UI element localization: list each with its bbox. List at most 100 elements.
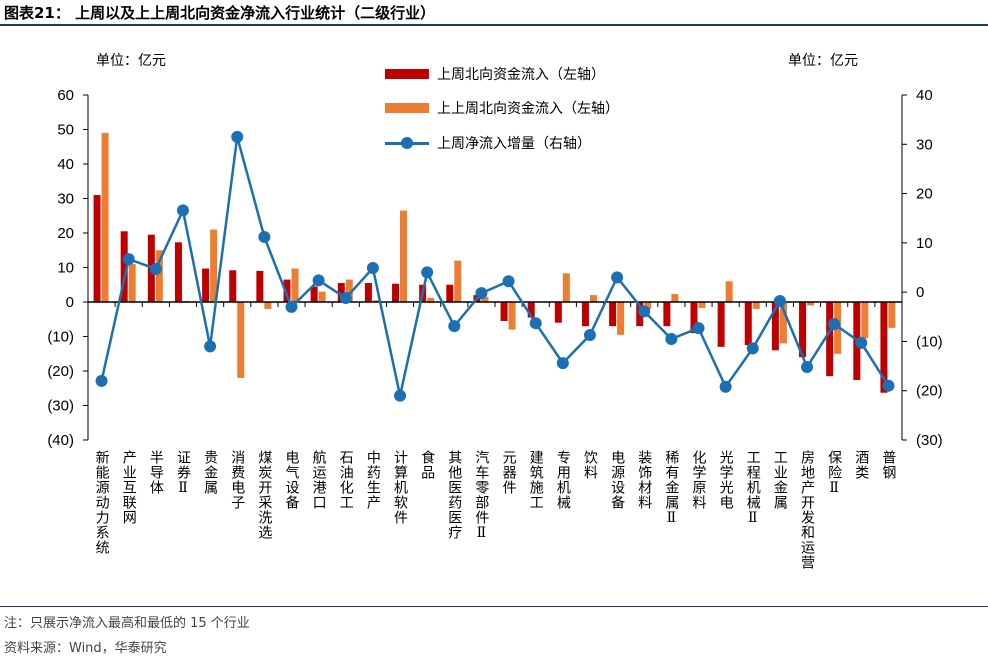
footer-divider bbox=[0, 606, 988, 607]
bar-prev-week bbox=[698, 302, 706, 308]
line-point bbox=[366, 261, 379, 274]
source-note: 资料来源：Wind，华泰研究 bbox=[4, 641, 167, 656]
line-point bbox=[828, 318, 841, 331]
legend-line-marker bbox=[385, 136, 429, 150]
line-point bbox=[529, 317, 542, 330]
x-axis-label: 专用机械 bbox=[554, 450, 571, 510]
right-axis-tick-label: (20) bbox=[916, 383, 943, 400]
legend-label: 上周北向资金流入（左轴） bbox=[437, 67, 605, 83]
bar-last-week bbox=[500, 302, 508, 321]
left-axis-tick-label: 40 bbox=[57, 156, 74, 173]
legend-item-red: 上周北向资金流入（左轴） bbox=[385, 64, 605, 84]
line-point bbox=[285, 300, 298, 313]
line-point bbox=[448, 320, 461, 333]
bar-prev-week bbox=[644, 302, 652, 309]
bar-last-week bbox=[120, 231, 128, 302]
bar-last-week bbox=[283, 279, 291, 302]
bar-prev-week bbox=[128, 264, 136, 302]
left-axis-tick-label: 10 bbox=[57, 260, 74, 277]
left-axis-tick-label: 30 bbox=[57, 191, 74, 208]
bar-prev-week bbox=[210, 229, 218, 302]
bar-last-week bbox=[826, 302, 834, 377]
line-net-increase bbox=[100, 136, 890, 396]
line-point bbox=[122, 253, 135, 266]
x-axis-label: 保险Ⅱ bbox=[826, 450, 843, 497]
bar-last-week bbox=[446, 284, 454, 302]
right-axis-tick-label: (10) bbox=[916, 333, 943, 350]
bar-prev-week bbox=[888, 302, 896, 328]
x-axis-label: 普钢 bbox=[880, 450, 897, 480]
bar-prev-week bbox=[725, 281, 733, 302]
line-point bbox=[719, 380, 732, 393]
x-axis-label: 中药生产 bbox=[364, 450, 381, 510]
line-point bbox=[773, 295, 786, 308]
bar-last-week bbox=[229, 270, 237, 302]
bar-last-week bbox=[554, 302, 562, 323]
line-point bbox=[665, 332, 678, 345]
x-axis-label: 其他医药医疗 bbox=[446, 450, 463, 540]
bar-prev-week bbox=[400, 210, 408, 302]
legend-label: 上周净流入增量（右轴） bbox=[437, 136, 591, 152]
legend-item-blue: 上周净流入增量（右轴） bbox=[385, 133, 591, 153]
bar-last-week bbox=[202, 268, 210, 302]
line-point bbox=[231, 130, 244, 143]
x-axis-label: 装饰材料 bbox=[636, 450, 653, 510]
bar-last-week bbox=[174, 242, 182, 302]
bar-last-week bbox=[744, 302, 752, 346]
right-axis-tick-label: 20 bbox=[916, 186, 933, 203]
bar-prev-week bbox=[508, 302, 516, 330]
x-axis-label: 煤炭开采洗选 bbox=[256, 450, 273, 540]
right-axis-tick-label: 30 bbox=[916, 136, 933, 153]
x-axis-label: 计算机软件 bbox=[392, 450, 409, 525]
bar-prev-week bbox=[291, 268, 299, 302]
x-axis-label: 新能源动力系统 bbox=[93, 450, 110, 555]
bar-prev-week bbox=[454, 260, 462, 302]
x-axis-label: 汽车零部件Ⅱ bbox=[473, 450, 490, 542]
bar-last-week bbox=[581, 302, 589, 327]
line-point bbox=[176, 204, 189, 217]
legend-item-orange: 上上周北向资金流入（左轴） bbox=[385, 98, 619, 118]
legend-swatch bbox=[385, 69, 429, 79]
line-point bbox=[204, 340, 217, 353]
line-point bbox=[312, 274, 325, 287]
bar-prev-week bbox=[237, 302, 245, 378]
line-point bbox=[556, 357, 569, 370]
x-axis-label: 工业金属 bbox=[771, 450, 788, 510]
legend-swatch bbox=[385, 103, 429, 113]
left-axis-tick-label: 50 bbox=[57, 122, 74, 139]
left-axis-tick-label: (20) bbox=[47, 363, 74, 380]
bar-last-week bbox=[771, 302, 779, 351]
line-point bbox=[421, 266, 434, 279]
line-point bbox=[502, 275, 515, 288]
x-axis-label: 电气设备 bbox=[283, 450, 300, 510]
right-axis-tick-label: (30) bbox=[916, 432, 943, 449]
bar-last-week bbox=[310, 286, 318, 302]
x-axis-label: 建筑施工 bbox=[527, 450, 544, 510]
line-point bbox=[394, 389, 407, 402]
x-axis-label: 贵金属 bbox=[202, 450, 219, 495]
bar-last-week bbox=[799, 302, 807, 358]
x-axis-label: 证券Ⅱ bbox=[174, 450, 191, 497]
footnote: 注：只展示净流入最高和最低的 15 个行业 bbox=[4, 616, 250, 631]
line-point bbox=[583, 329, 596, 342]
bar-prev-week bbox=[562, 273, 570, 302]
bar-last-week bbox=[364, 283, 372, 302]
line-point bbox=[149, 262, 162, 275]
right-unit-label: 单位：亿元 bbox=[788, 53, 858, 69]
x-axis-label: 食品 bbox=[419, 450, 436, 480]
x-axis-label: 半导体 bbox=[147, 450, 164, 495]
bar-last-week bbox=[880, 302, 888, 393]
left-unit-label: 单位：亿元 bbox=[96, 53, 166, 69]
line-point bbox=[855, 336, 868, 349]
x-axis-label: 饮料 bbox=[581, 450, 598, 480]
bar-prev-week bbox=[155, 250, 163, 302]
bar-last-week bbox=[609, 302, 617, 327]
x-axis-label: 酒类 bbox=[853, 450, 870, 480]
left-axis-tick-label: 20 bbox=[57, 225, 74, 242]
bar-prev-week bbox=[589, 295, 597, 302]
bar-last-week bbox=[690, 302, 698, 334]
x-axis-label: 航运港口 bbox=[310, 450, 327, 510]
bar-last-week bbox=[392, 283, 400, 302]
bar-last-week bbox=[663, 302, 671, 327]
